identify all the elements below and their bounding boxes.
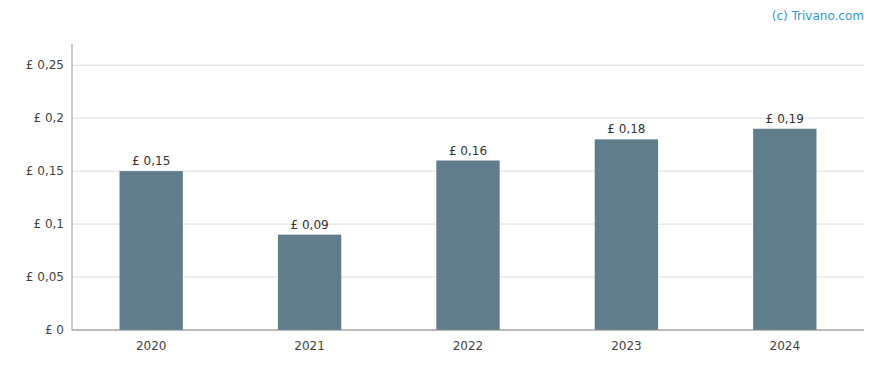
y-tick-label: £ 0,05 [26, 270, 64, 284]
x-tick-label: 2020 [136, 339, 167, 353]
data-label: £ 0,09 [291, 218, 329, 232]
bar [753, 129, 816, 330]
y-axis: £ 0 £ 0,05 £ 0,1 £ 0,15 £ 0,2 £ 0,25 [26, 44, 72, 337]
bar [595, 139, 658, 330]
chart-container: £ 0£ 0,05£ 0,1£ 0,15£ 0,2£ 0,25£ 0,15£ 0… [0, 0, 888, 370]
y-tick-label: £ 0,15 [26, 164, 64, 178]
y-tick-label: £ 0 [45, 323, 64, 337]
x-axis: 2020 2021 2022 2023 2024 [72, 330, 864, 353]
x-axis-line [72, 330, 864, 331]
grid-line [72, 118, 864, 119]
y-tick-label: £ 0,1 [33, 217, 64, 231]
grid-line [72, 330, 864, 331]
data-label: £ 0,19 [766, 112, 804, 126]
x-tick-label: 2022 [453, 339, 484, 353]
y-tick-label: £ 0,25 [26, 58, 64, 72]
data-label: £ 0,18 [607, 122, 645, 136]
data-labels: £ 0,15 £ 0,09 £ 0,16 £ 0,18 £ 0,19 [132, 112, 804, 232]
bar [120, 171, 183, 330]
x-tick-label: 2023 [611, 339, 642, 353]
bar [278, 235, 341, 330]
watermark: (c) Trivano.com [772, 9, 864, 23]
grid [72, 65, 864, 330]
x-tick-label: 2024 [770, 339, 801, 353]
grid-line [72, 65, 864, 66]
bars [120, 129, 817, 330]
data-label: £ 0,15 [132, 154, 170, 168]
chart-svg: £ 0£ 0,05£ 0,1£ 0,15£ 0,2£ 0,25£ 0,15£ 0… [0, 0, 888, 370]
data-label: £ 0,16 [449, 144, 487, 158]
y-tick-label: £ 0,2 [33, 111, 64, 125]
bar [436, 161, 499, 330]
x-tick-label: 2021 [294, 339, 325, 353]
y-axis-line [72, 44, 73, 330]
